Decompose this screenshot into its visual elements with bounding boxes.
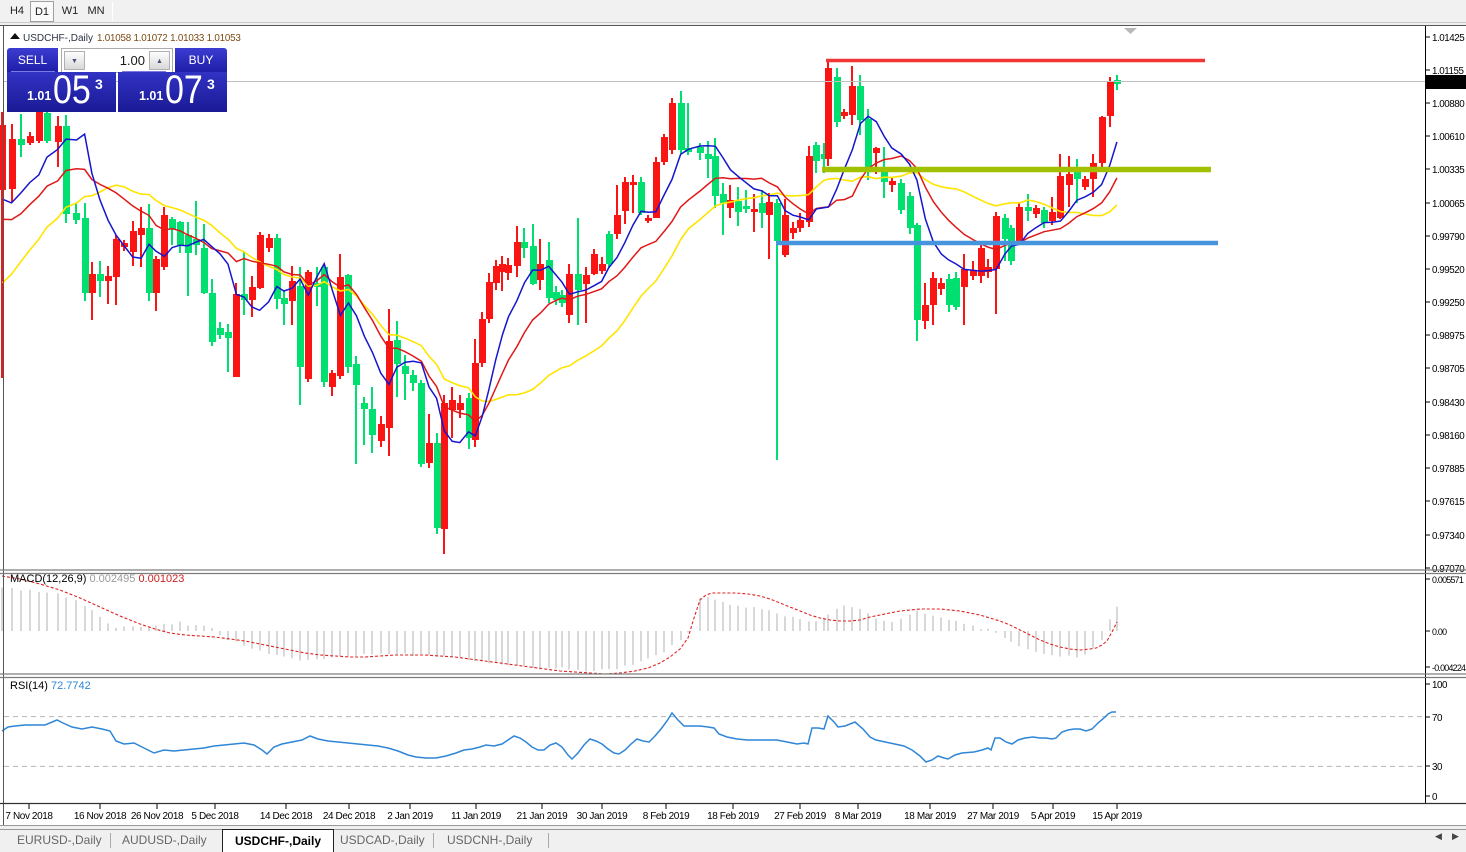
- svg-text:16 Nov 2018: 16 Nov 2018: [74, 811, 127, 822]
- svg-text:70: 70: [1432, 713, 1443, 724]
- svg-text:0: 0: [1432, 792, 1438, 803]
- svg-text:1.01058 1.01072 1.01033 1.0105: 1.01058 1.01072 1.01033 1.01053: [97, 33, 241, 44]
- svg-text:18 Feb 2019: 18 Feb 2019: [707, 811, 760, 822]
- svg-text:18 Mar 2019: 18 Mar 2019: [904, 811, 957, 822]
- svg-text:8 Feb 2019: 8 Feb 2019: [643, 811, 690, 822]
- svg-text:27 Feb 2019: 27 Feb 2019: [774, 811, 827, 822]
- svg-text:8 Mar 2019: 8 Mar 2019: [835, 811, 882, 822]
- svg-text:1.00335: 1.00335: [1432, 165, 1465, 176]
- svg-text:15 Apr 2019: 15 Apr 2019: [1092, 811, 1142, 822]
- svg-text:0.99520: 0.99520: [1432, 265, 1465, 276]
- svg-text:5 Apr 2019: 5 Apr 2019: [1031, 811, 1076, 822]
- svg-text:1.00610: 1.00610: [1432, 132, 1465, 143]
- svg-text:0.98975: 0.98975: [1432, 331, 1465, 342]
- svg-text:14 Dec 2018: 14 Dec 2018: [260, 811, 313, 822]
- svg-text:1.00065: 1.00065: [1432, 199, 1465, 210]
- svg-text:24 Dec 2018: 24 Dec 2018: [323, 811, 376, 822]
- svg-text:0.97615: 0.97615: [1432, 497, 1465, 508]
- svg-text:26 Nov 2018: 26 Nov 2018: [131, 811, 184, 822]
- svg-text:USDCHF-,Daily: USDCHF-,Daily: [23, 33, 93, 44]
- svg-text:0.97885: 0.97885: [1432, 464, 1465, 475]
- svg-text:11 Jan 2019: 11 Jan 2019: [451, 811, 502, 822]
- svg-text:0.99250: 0.99250: [1432, 298, 1465, 309]
- svg-text:0.98160: 0.98160: [1432, 431, 1465, 442]
- svg-text:100: 100: [1432, 680, 1448, 691]
- svg-text:0.00: 0.00: [1432, 627, 1447, 637]
- svg-text:27 Mar 2019: 27 Mar 2019: [967, 811, 1020, 822]
- svg-text:1.00880: 1.00880: [1432, 99, 1465, 110]
- svg-text:0.98430: 0.98430: [1432, 398, 1465, 409]
- svg-text:0.005571: 0.005571: [1432, 575, 1464, 585]
- svg-text:1.01425: 1.01425: [1432, 33, 1465, 44]
- svg-text:0.97340: 0.97340: [1432, 531, 1465, 542]
- svg-text:30: 30: [1432, 762, 1443, 773]
- svg-text:-0.004224: -0.004224: [1432, 663, 1466, 673]
- svg-text:1.01053: 1.01053: [1429, 78, 1462, 89]
- svg-text:RSI(14) 72.7742: RSI(14) 72.7742: [10, 680, 91, 692]
- svg-text:5 Dec 2018: 5 Dec 2018: [191, 811, 239, 822]
- svg-text:1.01155: 1.01155: [1432, 66, 1465, 77]
- svg-text:0.99790: 0.99790: [1432, 232, 1465, 243]
- svg-text:7 Nov 2018: 7 Nov 2018: [5, 811, 53, 822]
- svg-text:0.98705: 0.98705: [1432, 364, 1465, 375]
- svg-text:21 Jan 2019: 21 Jan 2019: [517, 811, 568, 822]
- svg-text:MACD(12,26,9) 0.002495 0.00102: MACD(12,26,9) 0.002495 0.001023: [10, 573, 184, 585]
- svg-text:30 Jan 2019: 30 Jan 2019: [577, 811, 628, 822]
- svg-text:2 Jan 2019: 2 Jan 2019: [387, 811, 433, 822]
